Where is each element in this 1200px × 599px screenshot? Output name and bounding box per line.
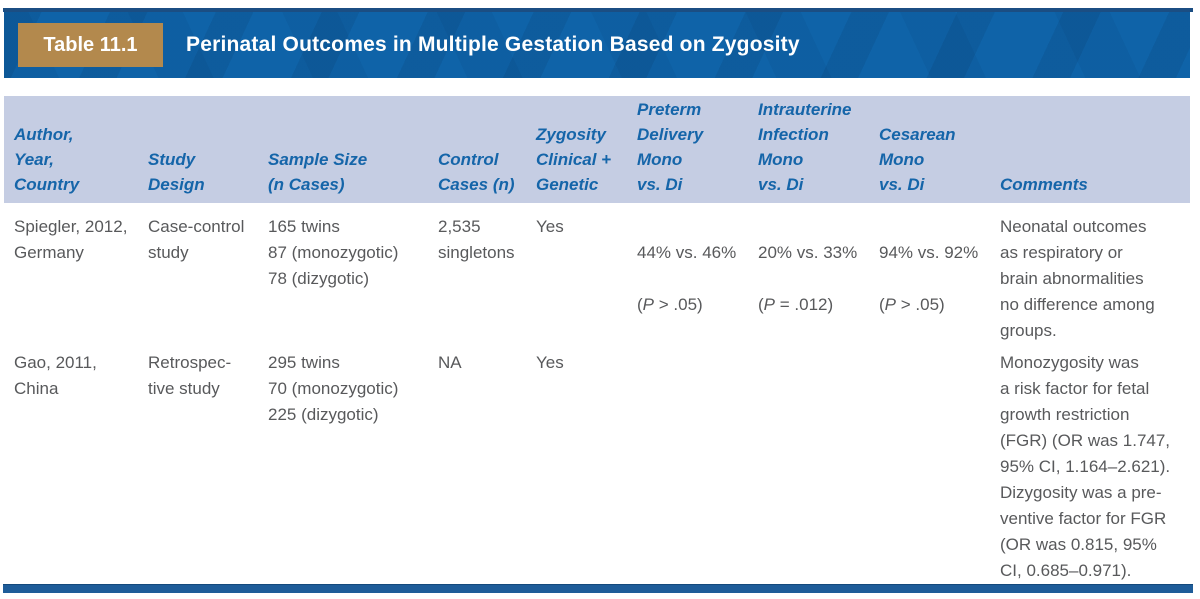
cell-zygosity: Yes [536, 217, 564, 236]
p-symbol: P [763, 295, 776, 314]
p-rest: > .05) [896, 295, 945, 314]
cell-study-design: Retrospec- tive study [148, 353, 232, 398]
p-symbol: P [884, 295, 897, 314]
col-header-sample-size: Sample Size (n Cases) [268, 150, 368, 194]
p-open: ( [637, 295, 643, 314]
table-row: Spiegler, 2012, Germany Case-control stu… [14, 214, 1190, 344]
cell-intrauterine-infection [758, 350, 879, 584]
cell-comments: Neonatal outcomes as respiratory or brai… [1000, 217, 1155, 340]
cell-author-year-country: Gao, 2011, China [14, 353, 97, 398]
col-header-author-year-country: Author, Year, Country [14, 125, 80, 194]
cell-control-cases: NA [438, 353, 462, 372]
p-symbol: P [642, 295, 655, 314]
p-rest: > .05) [654, 295, 703, 314]
col-header-preterm-delivery: Preterm Delivery Mono vs. Di [637, 100, 704, 194]
cell-sample-size: 295 twins 70 (monozygotic) 225 (dizygoti… [268, 353, 399, 424]
p-rest: = .012) [775, 295, 834, 314]
rates: 20% vs. 33% [758, 243, 858, 262]
cell-intrauterine-infection: 20% vs. 33% (P = .012) [758, 214, 879, 344]
cell-comments: Monozygosity was a risk factor for fetal… [1000, 353, 1171, 580]
col-header-cesarean: Cesarean Mono vs. Di [879, 125, 956, 194]
header-band [4, 96, 1190, 203]
cell-sample-size: 165 twins 87 (monozygotic) 78 (dizygotic… [268, 217, 399, 288]
cell-cesarean [879, 350, 1000, 584]
cell-control-cases: 2,535 singletons [438, 217, 515, 262]
cell-author-year-country: Spiegler, 2012, Germany [14, 217, 128, 262]
cell-preterm-delivery [637, 350, 758, 584]
cell-cesarean: 94% vs. 92% (P > .05) [879, 214, 1000, 344]
col-header-intrauterine-infection: Intrauterine Infection Mono vs. Di [758, 100, 852, 194]
p-value: (P > .05) [879, 292, 992, 318]
p-open: ( [758, 295, 764, 314]
top-rule [3, 8, 1193, 12]
table-banner: Table 11.1 Perinatal Outcomes in Multipl… [4, 12, 1190, 78]
cell-study-design: Case-control study [148, 217, 245, 262]
cell-zygosity: Yes [536, 353, 564, 372]
p-open: ( [879, 295, 885, 314]
cell-preterm-delivery: 44% vs. 46% (P > .05) [637, 214, 758, 344]
col-header-study-design: Study Design [148, 150, 205, 194]
p-value: (P = .012) [758, 292, 871, 318]
bottom-rule [3, 584, 1193, 593]
col-header-control-cases: Control Cases (n) [438, 150, 515, 194]
table-row: Gao, 2011, China Retrospec- tive study 2… [14, 350, 1190, 584]
rates: 44% vs. 46% [637, 243, 737, 262]
table-title: Perinatal Outcomes in Multiple Gestation… [186, 33, 800, 56]
col-header-zygosity: Zygosity Clinical + Genetic [536, 125, 612, 194]
rates: 94% vs. 92% [879, 243, 979, 262]
col-header-comments: Comments [1000, 175, 1088, 194]
table-number-label: Table 11.1 [18, 23, 163, 67]
p-value: (P > .05) [637, 292, 750, 318]
table-header-row: Author, Year, Country Study Design Sampl… [14, 96, 1190, 203]
